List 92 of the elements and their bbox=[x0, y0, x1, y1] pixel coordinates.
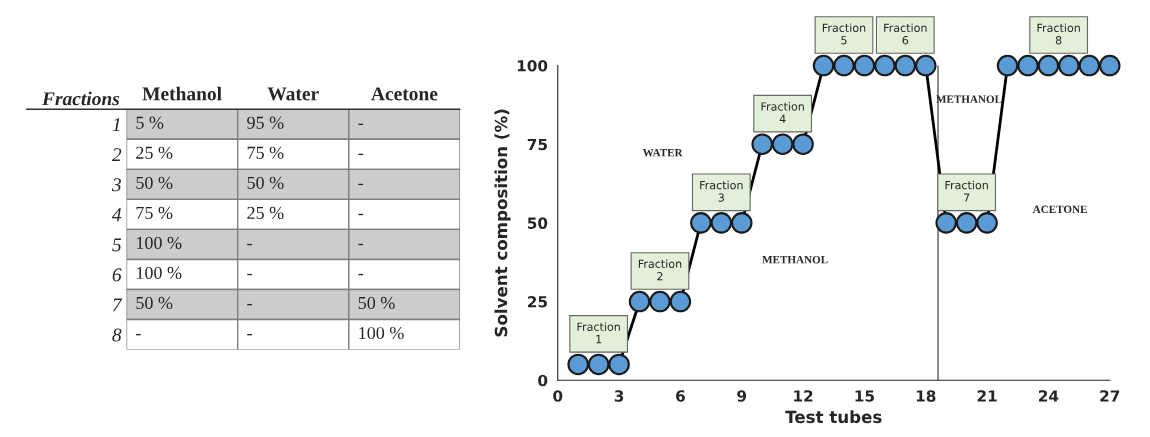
text: - bbox=[358, 183, 364, 186]
point bbox=[1078, 54, 1101, 77]
point bbox=[853, 54, 876, 77]
x-tick-label: 9 bbox=[737, 390, 747, 402]
point bbox=[812, 54, 835, 77]
y-tick-label: 8 bbox=[112, 328, 122, 342]
annotation: Fraction 7 bbox=[945, 180, 988, 202]
annotation: METHANOL bbox=[936, 95, 1002, 103]
y-tick-label: 5 bbox=[112, 238, 122, 252]
annotation: ACETONE bbox=[1032, 205, 1087, 214]
y-tick-label: 7 bbox=[113, 298, 123, 312]
y-tick-label: 100 bbox=[517, 60, 548, 72]
data-label: 50 % bbox=[136, 176, 173, 189]
point bbox=[669, 290, 692, 313]
x-tick-label: 27 bbox=[1100, 390, 1120, 402]
data-label: 75 % bbox=[136, 206, 173, 219]
x-tick-label: Acetone bbox=[371, 87, 438, 101]
annotation: METHANOL bbox=[762, 255, 828, 264]
x-tick-label: Water bbox=[267, 87, 319, 101]
data-label: 50 % bbox=[247, 176, 284, 189]
point bbox=[608, 353, 630, 376]
annotation: Fraction 5 bbox=[822, 23, 866, 45]
data-label: 100 % bbox=[136, 266, 182, 280]
y-tick-label: 3 bbox=[111, 178, 121, 192]
data-label: 25 % bbox=[136, 146, 173, 159]
text: - bbox=[358, 213, 364, 216]
point bbox=[894, 54, 917, 77]
annotation: Fraction 1 bbox=[577, 322, 620, 344]
text: - bbox=[358, 243, 364, 246]
point bbox=[833, 54, 855, 77]
data-label: 50 % bbox=[358, 296, 395, 310]
data-label: 95 % bbox=[247, 116, 284, 129]
text: - bbox=[136, 333, 141, 336]
data-label: 25 % bbox=[247, 206, 284, 219]
x-tick-label: 6 bbox=[676, 390, 685, 402]
point bbox=[996, 54, 1019, 77]
point bbox=[587, 353, 610, 376]
y-tick-label: 25 bbox=[527, 296, 547, 308]
point bbox=[649, 290, 671, 313]
point bbox=[710, 212, 733, 234]
point bbox=[1017, 54, 1039, 77]
point bbox=[730, 212, 753, 234]
point bbox=[976, 212, 998, 234]
y-tick-label: 50 bbox=[527, 217, 548, 229]
x-tick-label: 3 bbox=[614, 390, 624, 402]
point bbox=[935, 212, 957, 234]
text: - bbox=[358, 273, 364, 276]
x-tick-label: Methanol bbox=[142, 86, 222, 101]
annotation: Fraction 3 bbox=[700, 180, 743, 202]
annotation: Fraction 8 bbox=[1037, 23, 1080, 45]
y-axis-title: Fractions bbox=[42, 91, 120, 106]
x-tick-label: 0 bbox=[553, 390, 563, 402]
x-axis-title: Test tubes bbox=[785, 410, 882, 424]
point bbox=[751, 133, 773, 155]
text: - bbox=[247, 273, 252, 276]
annotation: Fraction 4 bbox=[761, 102, 804, 123]
annotation: Fraction 2 bbox=[638, 259, 682, 281]
x-tick-label: 15 bbox=[855, 390, 874, 402]
point bbox=[567, 353, 589, 376]
text: - bbox=[247, 243, 252, 246]
data-label: 5 % bbox=[136, 116, 164, 129]
point bbox=[874, 54, 896, 77]
annotation: WATER bbox=[642, 148, 683, 157]
point bbox=[1058, 54, 1080, 77]
point bbox=[628, 290, 651, 313]
text: - bbox=[358, 123, 364, 126]
text: - bbox=[358, 153, 364, 156]
y-axis-title: Solvent composition (%) bbox=[494, 109, 511, 337]
point bbox=[1098, 54, 1121, 77]
data-label: 50 % bbox=[136, 296, 173, 310]
annotation: Fraction 6 bbox=[884, 23, 927, 45]
y-tick-label: 0 bbox=[538, 374, 548, 387]
data-label: 75 % bbox=[247, 146, 284, 159]
text: - bbox=[247, 303, 252, 306]
point bbox=[955, 212, 978, 234]
data-label: 100 % bbox=[136, 236, 182, 250]
x-tick-label: 12 bbox=[794, 390, 813, 402]
text: - bbox=[247, 333, 252, 336]
x-tick-label: 21 bbox=[977, 390, 997, 402]
y-tick-label: 75 bbox=[527, 138, 547, 151]
y-tick-label: 4 bbox=[111, 208, 122, 222]
data-label: 100 % bbox=[359, 326, 404, 340]
point bbox=[771, 133, 794, 155]
point bbox=[690, 212, 712, 234]
x-tick-label: 24 bbox=[1038, 390, 1059, 402]
point bbox=[1037, 54, 1060, 77]
x-tick-label: 18 bbox=[916, 390, 936, 402]
point bbox=[792, 133, 814, 155]
y-tick-label: 2 bbox=[111, 148, 122, 162]
y-tick-label: 6 bbox=[112, 268, 122, 282]
point bbox=[914, 54, 937, 77]
y-tick-label: 1 bbox=[112, 118, 120, 132]
